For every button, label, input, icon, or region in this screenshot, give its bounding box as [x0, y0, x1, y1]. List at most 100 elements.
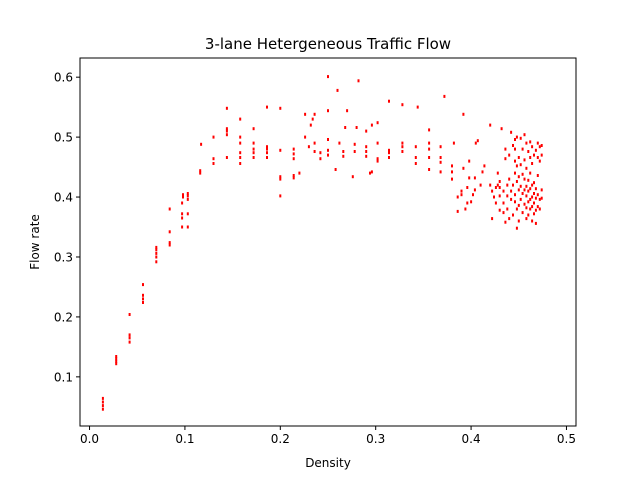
data-point — [508, 217, 511, 221]
data-point — [388, 151, 390, 155]
data-point — [199, 169, 202, 173]
data-point — [212, 135, 215, 139]
data-point — [225, 156, 228, 159]
data-point — [439, 156, 442, 159]
data-point — [515, 164, 518, 168]
data-point — [466, 186, 469, 189]
data-point — [527, 189, 530, 193]
data-point — [504, 220, 507, 224]
x-tick-label: 0.2 — [271, 432, 290, 446]
data-point — [534, 196, 537, 200]
data-point — [319, 151, 322, 155]
data-point — [376, 159, 379, 163]
data-point — [225, 129, 228, 133]
data-point — [536, 156, 539, 159]
data-point — [186, 225, 189, 229]
data-point — [498, 194, 501, 198]
data-point — [540, 188, 543, 192]
data-point — [483, 164, 486, 168]
data-point — [370, 170, 373, 174]
data-point — [538, 197, 541, 201]
data-point — [115, 359, 118, 363]
data-point — [181, 216, 184, 220]
data-point — [491, 189, 494, 193]
x-axis-ticks: 0.0 0.1 0.2 0.3 0.4 0.5 — [80, 426, 576, 446]
data-point — [155, 245, 158, 249]
data-point — [500, 127, 503, 131]
data-point — [531, 145, 534, 149]
data-point — [515, 180, 518, 183]
data-point — [468, 159, 471, 163]
data-point — [533, 181, 535, 185]
data-point — [536, 174, 539, 177]
y-tick-label: 0.1 — [54, 370, 73, 384]
data-point — [327, 148, 329, 152]
data-point — [365, 145, 368, 149]
data-point — [498, 208, 501, 212]
data-point — [521, 211, 524, 215]
data-point — [334, 168, 337, 171]
data-point — [388, 156, 390, 159]
data-point — [531, 205, 534, 209]
data-point — [181, 225, 184, 229]
data-point — [252, 127, 255, 131]
x-tick-label: 0.3 — [366, 432, 385, 446]
data-point — [462, 112, 465, 116]
data-point — [476, 139, 479, 143]
data-point — [239, 135, 242, 139]
data-point — [200, 142, 203, 146]
data-point — [538, 159, 541, 163]
data-point — [521, 192, 524, 195]
data-point — [225, 106, 228, 110]
data-point — [401, 103, 404, 107]
data-point — [506, 207, 509, 211]
y-tick-label: 0.3 — [54, 250, 73, 264]
data-point — [506, 194, 509, 198]
data-point — [519, 184, 522, 188]
data-point — [304, 112, 307, 116]
data-point — [266, 105, 268, 109]
data-point — [279, 148, 282, 152]
data-point — [489, 183, 492, 187]
data-point — [519, 197, 522, 201]
data-point — [311, 117, 314, 121]
data-point — [239, 117, 242, 121]
data-point — [199, 171, 202, 175]
data-point — [357, 79, 360, 83]
data-point — [182, 193, 184, 197]
data-point — [517, 156, 520, 159]
data-point — [155, 251, 158, 255]
data-point — [155, 255, 158, 259]
data-point — [342, 154, 345, 158]
data-point — [155, 248, 158, 252]
data-point — [493, 195, 495, 199]
x-tick-label: 0.0 — [80, 432, 99, 446]
data-point — [533, 212, 535, 216]
data-point — [529, 140, 532, 144]
data-point — [527, 150, 530, 153]
data-point — [515, 135, 518, 139]
data-point — [473, 176, 476, 180]
x-tick-label: 0.1 — [175, 432, 194, 446]
data-point — [168, 230, 171, 234]
data-point — [519, 163, 522, 167]
data-point — [462, 166, 465, 170]
data-point — [534, 221, 537, 225]
data-point — [533, 153, 535, 157]
data-point — [512, 183, 514, 187]
data-point — [481, 170, 484, 174]
data-point — [101, 400, 104, 404]
data-point — [365, 150, 368, 153]
data-point — [142, 301, 144, 304]
data-point — [401, 145, 404, 149]
data-point — [514, 159, 516, 163]
data-point — [514, 193, 516, 197]
data-point — [292, 152, 295, 156]
data-point — [428, 168, 431, 171]
data-point — [517, 188, 520, 192]
data-point — [517, 219, 520, 223]
data-point — [168, 243, 171, 247]
x-tick-label: 0.4 — [462, 432, 481, 446]
data-point — [534, 187, 537, 191]
data-point — [502, 211, 505, 215]
